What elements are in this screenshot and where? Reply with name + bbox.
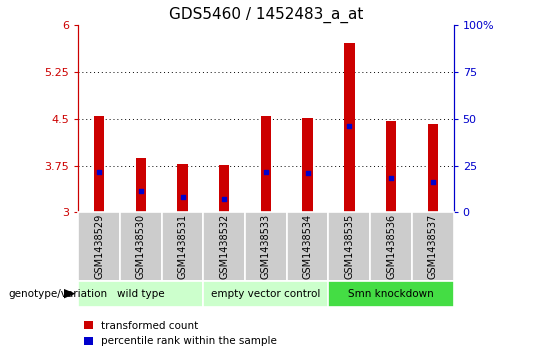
Legend: transformed count, percentile rank within the sample: transformed count, percentile rank withi… <box>84 321 277 346</box>
Bar <box>428 124 438 212</box>
Bar <box>120 212 161 281</box>
Bar <box>287 212 328 281</box>
Text: GSM1438529: GSM1438529 <box>94 214 104 280</box>
Text: genotype/variation: genotype/variation <box>8 289 107 299</box>
Bar <box>161 212 204 281</box>
Bar <box>302 118 313 212</box>
Bar <box>136 158 146 212</box>
Text: GSM1438532: GSM1438532 <box>219 214 230 280</box>
Bar <box>219 165 230 212</box>
Bar <box>177 164 188 212</box>
Bar <box>328 212 370 281</box>
Point <box>137 188 145 193</box>
Text: wild type: wild type <box>117 289 165 299</box>
Text: empty vector control: empty vector control <box>211 289 321 299</box>
Text: GSM1438535: GSM1438535 <box>345 214 354 280</box>
Point <box>303 170 312 176</box>
Title: GDS5460 / 1452483_a_at: GDS5460 / 1452483_a_at <box>169 7 363 23</box>
Bar <box>94 116 104 212</box>
Bar <box>261 116 271 212</box>
Bar <box>370 212 412 281</box>
Text: GSM1438536: GSM1438536 <box>386 214 396 280</box>
Bar <box>245 212 287 281</box>
Point <box>428 180 437 185</box>
Bar <box>328 281 454 307</box>
Bar <box>412 212 454 281</box>
Bar <box>344 43 355 212</box>
Point <box>387 175 395 181</box>
Bar <box>386 121 396 212</box>
Text: GSM1438530: GSM1438530 <box>136 214 146 280</box>
Bar <box>78 281 204 307</box>
Bar <box>204 212 245 281</box>
Bar <box>204 281 328 307</box>
Point <box>220 196 228 201</box>
Point <box>95 169 104 175</box>
Point <box>178 194 187 200</box>
Text: Smn knockdown: Smn knockdown <box>348 289 434 299</box>
Text: GSM1438537: GSM1438537 <box>428 214 438 280</box>
Bar <box>78 212 120 281</box>
Text: GSM1438533: GSM1438533 <box>261 214 271 280</box>
Text: GSM1438531: GSM1438531 <box>178 214 187 280</box>
Text: GSM1438534: GSM1438534 <box>302 214 313 280</box>
Polygon shape <box>64 289 76 298</box>
Point <box>261 169 270 175</box>
Point <box>345 123 354 129</box>
